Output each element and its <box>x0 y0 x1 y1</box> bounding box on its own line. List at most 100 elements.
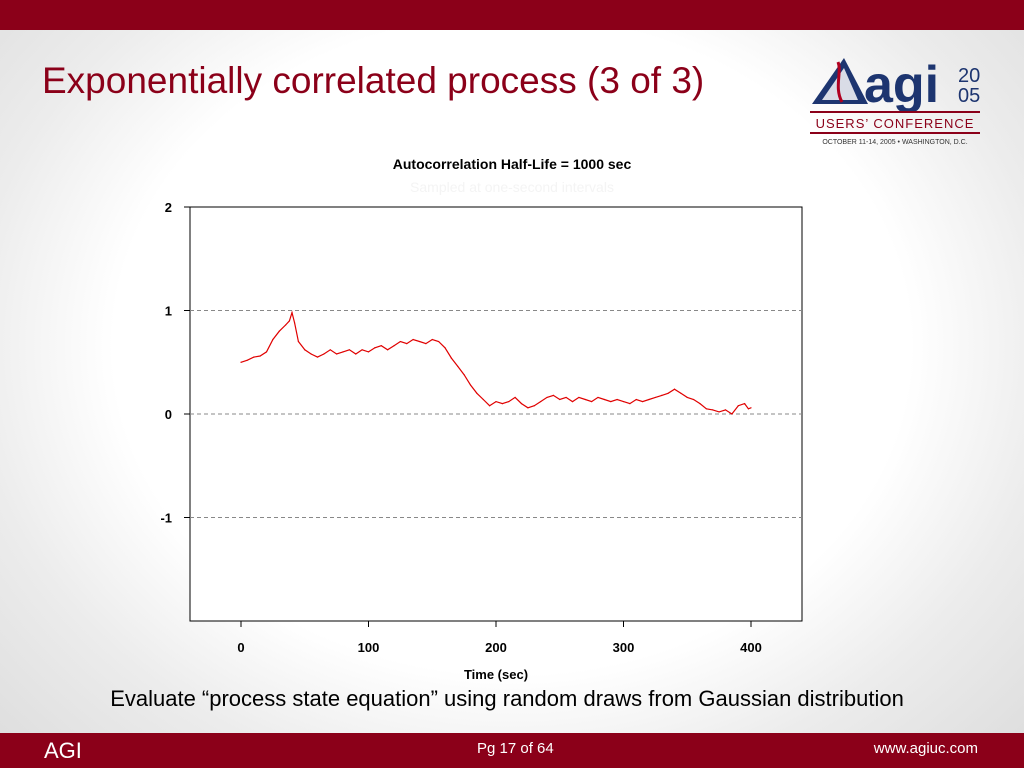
data-point <box>304 349 306 351</box>
slide-title: Exponentially correlated process (3 of 3… <box>42 60 705 101</box>
data-point <box>444 347 446 349</box>
data-point <box>387 349 389 351</box>
data-point <box>265 351 268 353</box>
data-point <box>565 396 567 399</box>
data-point <box>654 396 656 399</box>
top-bar <box>0 0 1024 30</box>
logo-line2: OCTOBER 11-14, 2005 • WASHINGTON, D.C. <box>822 139 967 146</box>
data-point <box>348 349 350 351</box>
data-point <box>616 398 618 401</box>
data-point <box>316 356 319 358</box>
data-point <box>571 400 574 403</box>
y-axis-ticks: 2 1 0 -1 <box>160 200 190 526</box>
data-point <box>310 353 312 355</box>
data-point <box>661 394 663 396</box>
data-point <box>393 345 395 347</box>
footer-link[interactable]: www.agiuc.com <box>873 740 978 757</box>
data-point <box>584 398 586 401</box>
data-point <box>680 392 682 394</box>
data-point <box>476 392 478 394</box>
data-point <box>329 349 331 351</box>
data-point <box>463 374 465 376</box>
logo-year-bottom: 05 <box>958 85 980 107</box>
footer-brand: AGI <box>44 738 82 763</box>
data-point <box>291 311 293 314</box>
data-point <box>642 400 644 403</box>
data-point <box>431 338 433 341</box>
data-point <box>712 409 714 411</box>
y-tick-label: 1 <box>165 304 172 319</box>
data-point <box>603 398 605 401</box>
y-tick-label: -1 <box>160 511 172 526</box>
grid-lines <box>190 310 802 518</box>
data-point <box>482 398 484 401</box>
data-point <box>367 351 370 353</box>
data-point <box>673 388 676 390</box>
series-line <box>240 310 752 415</box>
data-point <box>355 353 357 355</box>
data-point <box>501 403 503 405</box>
x-tick-label: 0 <box>237 640 244 655</box>
data-point <box>406 343 408 345</box>
data-point <box>724 409 727 411</box>
data-point <box>635 398 637 401</box>
x-axis-ticks: 0 100 200 300 400 <box>237 621 762 655</box>
data-point <box>718 411 720 413</box>
agi-conference-logo: agi 20 05 USERS’ CONFERENCE OCTOBER 11-1… <box>810 56 980 146</box>
y-tick-label: 2 <box>165 200 172 215</box>
data-point <box>610 400 612 403</box>
data-point <box>399 340 401 343</box>
data-point <box>278 330 280 332</box>
data-point <box>374 347 376 349</box>
data-point <box>533 405 535 407</box>
data-point <box>253 356 255 358</box>
data-point <box>259 355 261 357</box>
data-point <box>693 398 695 401</box>
series-points <box>240 311 752 415</box>
data-point <box>425 343 427 345</box>
data-point <box>412 338 414 341</box>
slide-caption: Evaluate “process state equation” using … <box>110 686 904 711</box>
data-point <box>438 340 440 343</box>
data-point <box>336 353 338 355</box>
data-point <box>527 407 529 409</box>
data-point <box>288 320 291 322</box>
data-point <box>361 349 363 351</box>
x-tick-label: 200 <box>485 640 507 655</box>
data-point <box>667 392 669 394</box>
x-tick-label: 300 <box>613 640 635 655</box>
chart-title: Autocorrelation Half-Life = 1000 sec <box>392 156 632 172</box>
data-point <box>546 396 548 399</box>
data-point <box>705 408 707 410</box>
data-point <box>285 324 287 326</box>
data-point <box>622 400 625 403</box>
data-point <box>418 340 421 343</box>
data-point <box>514 396 516 399</box>
data-point <box>699 403 701 405</box>
data-point <box>540 400 542 403</box>
data-point <box>731 413 733 415</box>
bottom-bar <box>0 733 1024 768</box>
data-point <box>469 384 472 386</box>
data-point <box>578 396 580 399</box>
data-point <box>747 408 750 410</box>
data-point <box>750 407 752 409</box>
logo-line1: USERS’ CONFERENCE <box>816 116 975 131</box>
data-point <box>744 403 746 405</box>
data-point <box>380 345 382 347</box>
data-point <box>489 405 491 407</box>
data-point <box>629 403 631 405</box>
data-point <box>686 396 688 399</box>
chart-subtitle: Sampled at one-second intervals <box>410 179 614 195</box>
data-point <box>457 365 459 367</box>
triangle-logo-icon <box>812 58 868 104</box>
data-point <box>246 359 248 361</box>
data-point <box>272 338 274 341</box>
data-point <box>508 400 510 403</box>
data-point <box>323 353 325 355</box>
page-number: Pg 17 of 64 <box>477 740 554 757</box>
y-tick-label: 0 <box>165 407 172 422</box>
x-axis-label: Time (sec) <box>464 667 528 682</box>
data-point <box>552 394 554 396</box>
